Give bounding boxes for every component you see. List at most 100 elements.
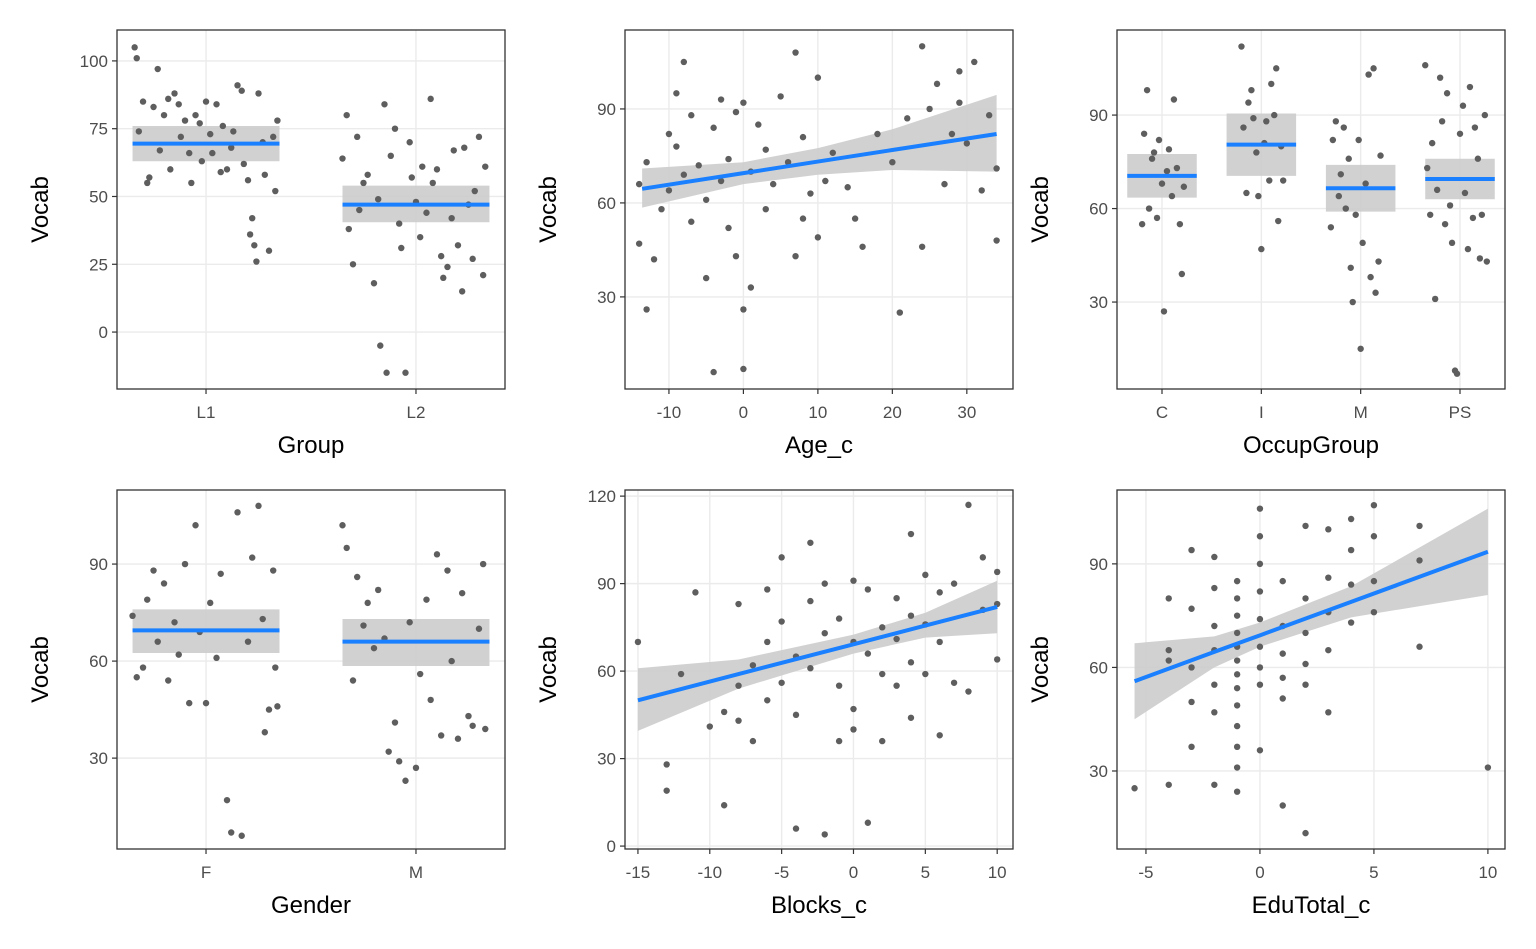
data-point: [450, 147, 457, 154]
data-point: [993, 165, 1000, 172]
data-point: [680, 171, 688, 178]
data-point: [740, 306, 747, 313]
data-point: [643, 306, 650, 313]
data-point: [896, 309, 904, 316]
y-tick-label: 90: [89, 555, 108, 574]
data-point: [343, 544, 350, 552]
data-point: [1248, 86, 1255, 94]
x-axis-title: Blocks_c: [771, 892, 867, 919]
data-point: [1168, 192, 1176, 200]
data-point: [255, 90, 262, 97]
data-point: [1165, 595, 1172, 602]
data-point: [1188, 743, 1195, 751]
data-point: [893, 635, 900, 643]
data-point: [1188, 605, 1195, 612]
x-axis-title: OccupGroup: [1243, 432, 1379, 459]
data-point: [133, 54, 140, 62]
panel: 30 60 90 F M Gender Vocab: [27, 489, 506, 919]
data-point: [219, 122, 227, 130]
data-point: [471, 187, 478, 195]
data-point: [458, 288, 466, 295]
data-point: [821, 580, 828, 587]
data-point: [1140, 130, 1148, 137]
data-point: [385, 748, 392, 755]
data-point: [956, 99, 963, 106]
data-point: [1211, 553, 1218, 561]
data-point: [1233, 595, 1241, 602]
x-axis-title: EduTotal_c: [1252, 892, 1371, 919]
data-point: [1443, 90, 1451, 97]
data-point: [1372, 289, 1379, 296]
data-point: [1359, 239, 1366, 247]
data-point: [835, 737, 843, 745]
data-point: [175, 651, 182, 658]
data-point: [423, 596, 430, 603]
y-axis-title: Vocab: [27, 636, 54, 703]
data-point: [1131, 785, 1138, 792]
data-point: [735, 717, 742, 724]
data-point: [1143, 86, 1151, 94]
data-point: [979, 554, 987, 561]
data-point: [1138, 220, 1146, 228]
data-point: [270, 567, 277, 574]
data-point: [230, 128, 237, 135]
data-point: [406, 139, 413, 146]
data-point: [475, 133, 483, 141]
data-point: [769, 180, 777, 188]
confidence-band: [637, 580, 998, 731]
data-point: [440, 274, 447, 282]
x-tick-label: -10: [697, 863, 722, 882]
data-point: [129, 612, 136, 620]
data-point: [198, 158, 206, 165]
data-point: [692, 589, 699, 596]
data-point: [1233, 722, 1241, 730]
data-point: [1180, 183, 1188, 190]
x-tick-label: 20: [883, 403, 902, 422]
data-point: [437, 252, 445, 260]
data-point: [1256, 664, 1264, 671]
data-point: [1279, 695, 1286, 702]
fit-line: [1133, 549, 1489, 684]
data-point: [1370, 577, 1378, 585]
data-point: [177, 133, 185, 141]
data-point: [1453, 370, 1461, 377]
data-point: [274, 703, 281, 710]
y-tick-label: 30: [1089, 762, 1108, 781]
y-tick-label: 90: [597, 100, 616, 119]
data-point: [1268, 80, 1275, 88]
data-point: [234, 509, 241, 516]
data-point: [706, 723, 713, 730]
data-point: [792, 49, 799, 56]
data-point: [1188, 698, 1195, 706]
data-point: [965, 688, 972, 695]
data-point: [217, 570, 224, 577]
data-point: [171, 619, 178, 626]
data-point: [993, 568, 1001, 576]
data-point: [907, 714, 915, 721]
data-point: [265, 706, 273, 713]
data-point: [423, 209, 430, 216]
data-point: [160, 111, 168, 119]
data-point: [807, 190, 814, 197]
panel: 0 25 50 75 100 L1 L2 Group Vocab: [27, 29, 506, 459]
data-point: [131, 44, 138, 51]
data-point: [918, 43, 926, 50]
data-point: [948, 130, 956, 138]
data-point: [695, 162, 702, 169]
y-tick-label: 30: [1089, 293, 1108, 312]
data-point: [1476, 255, 1484, 262]
data-point: [1349, 298, 1356, 306]
data-point: [133, 674, 140, 681]
x-tick-label: 10: [1478, 863, 1497, 882]
data-point: [1431, 295, 1439, 303]
data-point: [244, 638, 252, 645]
data-point: [272, 664, 279, 671]
data-point: [356, 206, 363, 214]
data-point: [1160, 308, 1168, 315]
data-point: [154, 638, 161, 645]
data-point: [859, 243, 866, 250]
data-point: [360, 179, 367, 187]
data-point: [146, 174, 153, 181]
